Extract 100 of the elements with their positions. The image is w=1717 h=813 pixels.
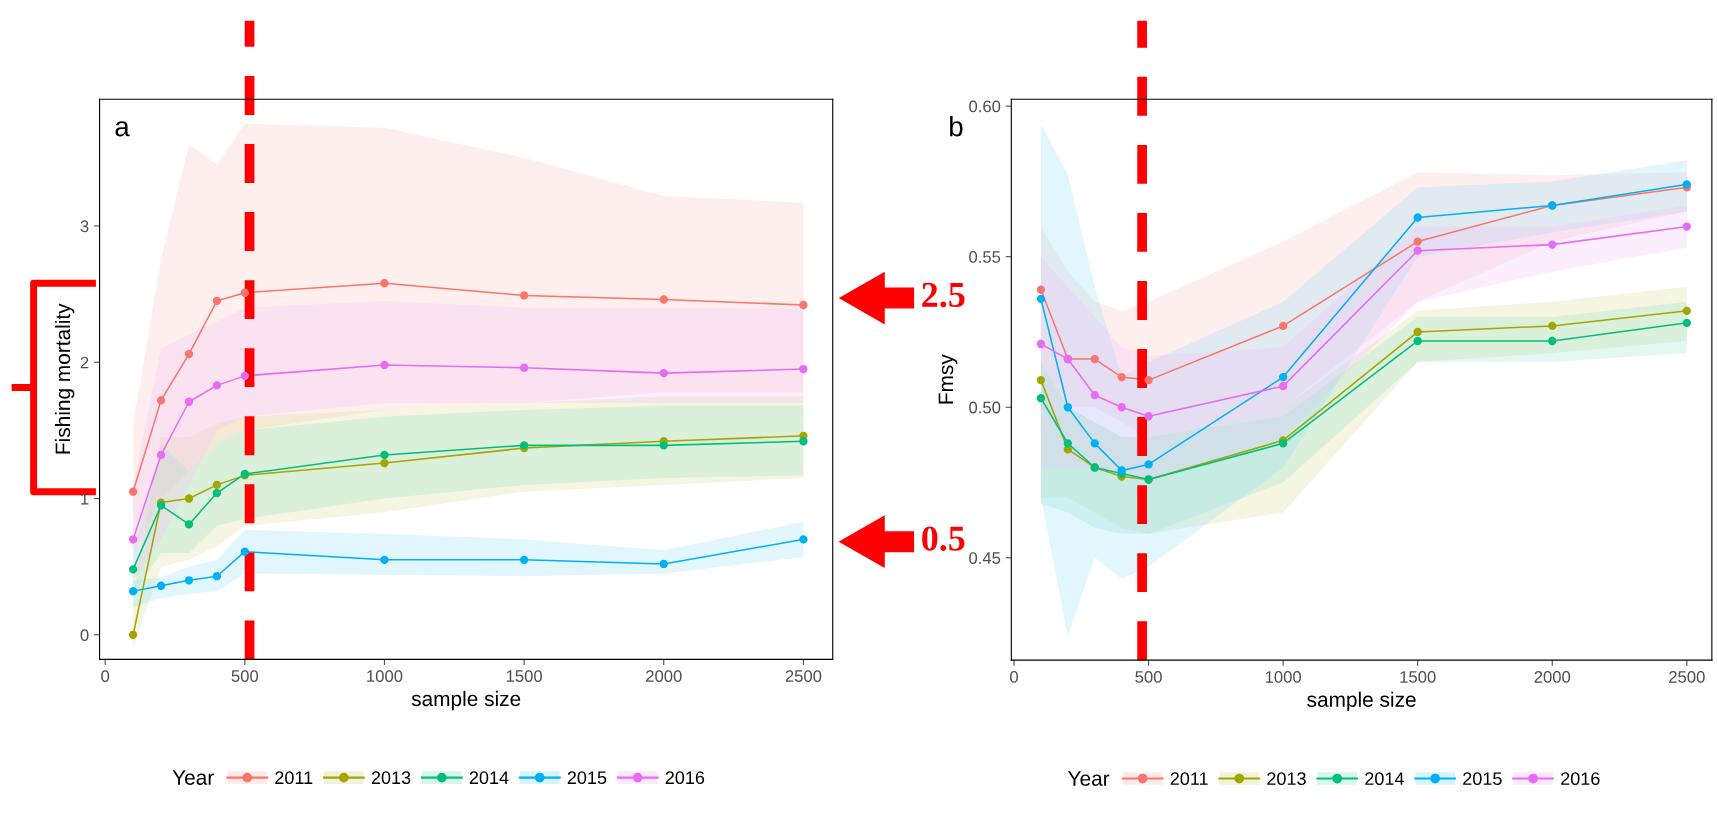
point: [1144, 412, 1153, 421]
point: [184, 349, 194, 359]
x-tick-label: 500: [231, 670, 259, 682]
x-tick-label: 0: [101, 670, 110, 682]
point: [659, 441, 668, 450]
point: [1144, 375, 1153, 385]
x-axis-title: sample size: [1307, 691, 1416, 712]
x-tick-label: 2000: [646, 670, 682, 682]
point: [799, 364, 808, 374]
point: [1144, 460, 1153, 469]
point: [240, 547, 249, 556]
point: [1036, 285, 1046, 294]
point: [128, 630, 138, 639]
text: 2.5: [922, 282, 965, 308]
point: [1413, 213, 1422, 222]
point: [1090, 439, 1099, 448]
point: [1548, 321, 1557, 331]
x-tick-label: 0: [1010, 671, 1018, 683]
point: [1413, 237, 1422, 246]
y-tick-label: 0: [80, 629, 89, 642]
y-tick-label: 3: [80, 220, 89, 233]
x-tick-label: 2000: [1534, 671, 1571, 683]
point: [128, 535, 138, 544]
point: [519, 363, 529, 372]
point: [240, 371, 249, 381]
point: [1117, 403, 1126, 412]
legend-label: 2016: [665, 771, 705, 785]
point: [212, 381, 222, 390]
point: [1117, 372, 1126, 382]
point: [519, 555, 529, 565]
legend-label: 2013: [371, 771, 411, 785]
point: [1278, 321, 1288, 331]
legend-label: 2011: [275, 771, 313, 785]
point: [184, 520, 194, 529]
y-tick-label: 0.50: [969, 401, 1001, 414]
point: [799, 300, 808, 310]
point: [380, 458, 389, 468]
point: [1682, 318, 1691, 328]
chart-title: b: [950, 116, 963, 137]
y-tick-label: 1: [81, 493, 89, 505]
x-axis-title: sample size: [411, 690, 521, 711]
point: [1036, 294, 1046, 303]
x-tick-label: 1500: [506, 670, 543, 682]
y-axis-title: Fishing mortality: [54, 303, 75, 454]
point: [156, 450, 166, 460]
point: [1063, 403, 1072, 412]
y-tick-label: 2: [80, 356, 89, 369]
text: 0.5: [922, 526, 965, 551]
legend-title: Year: [172, 770, 214, 785]
point: [184, 576, 194, 585]
point: [212, 572, 222, 581]
point: [519, 291, 529, 300]
x-tick-label: 1000: [367, 670, 403, 682]
point: [1278, 381, 1288, 391]
y-tick-label: 0.55: [969, 251, 1001, 263]
legend-label: 2014: [469, 771, 509, 785]
point: [1063, 439, 1072, 448]
legend-title: Year: [1068, 771, 1110, 786]
x-tick-label: 500: [1135, 671, 1162, 683]
point: [659, 559, 668, 569]
point: [380, 555, 389, 565]
point: [1413, 336, 1422, 346]
point: [1090, 391, 1099, 400]
point: [128, 565, 138, 574]
point: [1090, 354, 1099, 364]
point: [659, 295, 668, 304]
point: [1036, 375, 1046, 385]
text: a: [115, 121, 130, 137]
point: [128, 487, 138, 496]
point: [212, 480, 222, 490]
point: [128, 587, 138, 596]
y-tick-label: 0.60: [969, 100, 1001, 113]
point: [1278, 372, 1288, 382]
x-tick-label: 1500: [1400, 671, 1436, 683]
point: [212, 488, 222, 498]
x-tick-label: 2500: [1669, 671, 1705, 683]
point: [799, 535, 808, 544]
legend-label: 2015: [567, 771, 607, 785]
point: [184, 494, 194, 503]
legend-label: 2016: [1561, 772, 1600, 786]
point: [659, 368, 668, 378]
legend-label: 2015: [1463, 772, 1502, 786]
legend-label: 2014: [1365, 772, 1404, 786]
point: [1548, 240, 1557, 249]
point: [184, 397, 194, 406]
point: [1036, 339, 1046, 349]
x-tick-label: 2500: [785, 670, 822, 682]
y-axis-title: Fmsy: [938, 354, 958, 404]
point: [240, 288, 249, 297]
point: [212, 296, 222, 306]
point: [156, 581, 166, 590]
x-tick-label: 1000: [1265, 671, 1302, 683]
point: [1413, 246, 1422, 255]
y-tick-label: 0.45: [969, 552, 1001, 564]
point: [156, 396, 166, 405]
point: [1036, 394, 1046, 403]
point: [380, 360, 389, 370]
point: [1682, 222, 1691, 231]
point: [1413, 327, 1422, 337]
point: [380, 279, 389, 288]
